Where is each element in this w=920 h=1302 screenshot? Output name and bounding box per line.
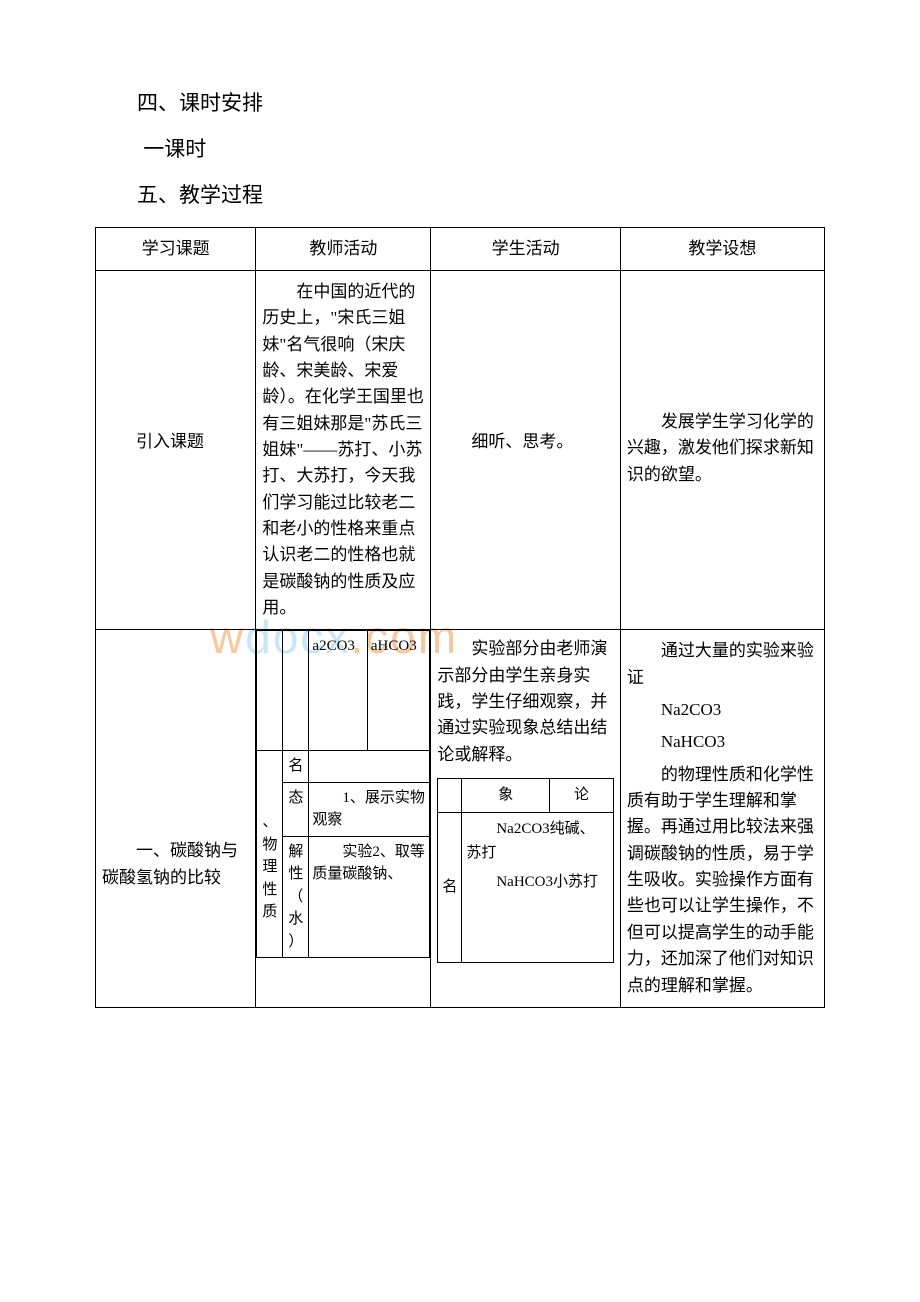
section-4-title: 四、课时安排 — [95, 80, 825, 126]
inner-exp2: 实验2、取等质量碳酸钠、 — [309, 836, 430, 958]
table-row: 名 Na2CO3纯碱、苏打 NaHCO3小苏打 — [438, 813, 614, 963]
document-content: 四、课时安排 一课时 五、教学过程 学习课题 教师活动 学生活动 教学设想 引入… — [95, 80, 825, 1008]
table-row: 、 物 理 性 质 名 — [257, 751, 430, 783]
inner2-blank — [438, 779, 462, 813]
v-char: （ — [286, 886, 305, 909]
teacher-1-text: 在中国的近代的历史上，"宋氏三姐妹"名气很响（宋庆龄、宋美龄、宋爱龄）。在化学王… — [262, 279, 424, 621]
header-student: 学生活动 — [431, 227, 621, 270]
design-2-p3: NaHCO3 — [627, 729, 818, 755]
inner-row-solubility: 解 性 （ 水 ） — [283, 836, 309, 958]
header-topic: 学习课题 — [96, 227, 256, 270]
lesson-table: 学习课题 教师活动 学生活动 教学设想 引入课题 在中国的近代的历史上，"宋氏三… — [95, 227, 825, 1008]
cell-teacher-2: a2CO3 aHCO3 、 物 理 性 质 名 — [256, 630, 431, 1007]
inner2-values: Na2CO3纯碱、苏打 NaHCO3小苏打 — [462, 813, 614, 963]
cell-design-1: 发展学生学习化学的兴趣，激发他们探求新知识的欲望。 — [620, 270, 824, 629]
inner2-v1: Na2CO3纯碱、苏打 — [466, 818, 609, 865]
v-char: 性 — [286, 863, 305, 886]
student-2-intro: 实验部分由老师演示部分由学生亲身实践，学生仔细观察，并通过实验现象总结出结论或解… — [437, 636, 614, 768]
inner2-h-lun: 论 — [550, 779, 614, 813]
inner-col-ahco3: aHCO3 — [367, 631, 429, 751]
cell-teacher-1: 在中国的近代的历史上，"宋氏三姐妹"名气很响（宋庆龄、宋美龄、宋爱龄）。在化学王… — [256, 270, 431, 629]
v-char: 性 — [260, 879, 279, 902]
inner2-row-name: 名 — [438, 813, 462, 963]
cell-student-1: 细听、思考。 — [431, 270, 621, 629]
table-row: a2CO3 aHCO3 — [257, 631, 430, 751]
inner-blank-1 — [257, 631, 283, 751]
inner2-h-xiang: 象 — [462, 779, 550, 813]
inner-teacher-table: a2CO3 aHCO3 、 物 理 性 质 名 — [256, 630, 430, 958]
table-row: 解 性 （ 水 ） 实验2、取等质量碳酸钠、 — [257, 836, 430, 958]
v-char: 水 — [286, 908, 305, 931]
header-design: 教学设想 — [620, 227, 824, 270]
design-2-p1: 通过大量的实验来验证 — [627, 638, 818, 691]
cell-student-2: 实验部分由老师演示部分由学生亲身实践，学生仔细观察，并通过实验现象总结出结论或解… — [431, 630, 621, 1007]
design-2-p2: Na2CO3 — [627, 697, 818, 723]
v-char: 解 — [286, 841, 305, 864]
inner-blank-2 — [283, 631, 309, 751]
exp2-text: 实验2、取等质量碳酸钠、 — [312, 841, 426, 886]
inner-row-name: 名 — [283, 751, 309, 783]
exp1-text: 1、展示实物观察 — [312, 787, 426, 832]
section-4-sub: 一课时 — [95, 126, 825, 172]
v-char: ） — [286, 931, 305, 954]
v-char: 物 — [260, 834, 279, 857]
inner-exp1: 1、展示实物观察 — [309, 782, 430, 836]
inner-category-physical: 、 物 理 性 质 — [257, 751, 283, 958]
section-5-title: 五、教学过程 — [95, 172, 825, 218]
cell-design-2: 通过大量的实验来验证 Na2CO3 NaHCO3 的物理性质和化学性质有助于学生… — [620, 630, 824, 1007]
inner-blank-3 — [309, 751, 430, 783]
v-char: 、 — [260, 811, 279, 834]
design-1-text: 发展学生学习化学的兴趣，激发他们探求新知识的欲望。 — [627, 279, 818, 488]
cell-topic-1: 引入课题 — [96, 270, 256, 629]
table-header-row: 学习课题 教师活动 学生活动 教学设想 — [96, 227, 825, 270]
inner-row-state: 态 — [283, 782, 309, 836]
inner-student-table: 象 论 名 Na2CO3纯碱、苏打 NaHCO3小苏打 — [437, 778, 614, 963]
header-teacher: 教师活动 — [256, 227, 431, 270]
v-char: 质 — [260, 901, 279, 924]
topic-2-text: 一、碳酸钠与碳酸氢钠的比较 — [102, 638, 249, 891]
inner-col-a2co3: a2CO3 — [309, 631, 367, 751]
student-1-text: 细听、思考。 — [437, 279, 614, 455]
topic-1-text: 引入课题 — [102, 279, 249, 455]
cell-topic-2: 一、碳酸钠与碳酸氢钠的比较 — [96, 630, 256, 1007]
table-row: 象 论 — [438, 779, 614, 813]
table-row: 引入课题 在中国的近代的历史上，"宋氏三姐妹"名气很响（宋庆龄、宋美龄、宋爱龄）… — [96, 270, 825, 629]
table-row: 一、碳酸钠与碳酸氢钠的比较 a2CO3 aHCO3 、 物 理 — [96, 630, 825, 1007]
design-2-p4: 的物理性质和化学性质有助于学生理解和掌握。再通过用比较法来强调碳酸钠的性质，易于… — [627, 762, 818, 999]
table-row: 态 1、展示实物观察 — [257, 782, 430, 836]
v-char: 理 — [260, 856, 279, 879]
inner2-v2: NaHCO3小苏打 — [466, 871, 609, 894]
